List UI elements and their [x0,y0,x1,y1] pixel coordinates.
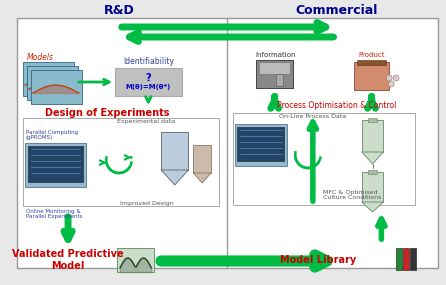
Bar [256,60,293,88]
Bar [368,118,377,122]
Bar [28,146,83,182]
Polygon shape [362,202,383,212]
Bar [194,145,211,173]
Bar [161,132,189,170]
Text: Parallel Computing
(gPROMS): Parallel Computing (gPROMS) [26,130,78,141]
Bar [235,124,287,166]
Text: Process Optimisation & Control: Process Optimisation & Control [277,101,396,111]
Bar [354,62,389,90]
Bar [23,118,219,206]
Text: ?: ? [145,73,151,83]
Bar [357,60,386,65]
Bar [276,74,284,86]
Bar [362,172,383,202]
Circle shape [388,81,394,87]
Text: M(θ)=M(θ*): M(θ)=M(θ*) [126,84,171,90]
Text: Validated Predictive
Model: Validated Predictive Model [12,249,124,271]
Bar [237,127,285,161]
Bar [396,248,402,270]
Text: Experimental data: Experimental data [117,119,176,123]
Bar [259,62,290,74]
Text: R&D: R&D [103,3,134,17]
Circle shape [386,75,392,81]
Bar [117,248,154,272]
Text: Identifiability: Identifiability [123,58,174,66]
Bar [232,113,415,205]
Bar [31,70,82,104]
Polygon shape [194,173,211,183]
Text: On-Line Process Data: On-Line Process Data [279,115,347,119]
Text: Online Monitoring &
Parallel Experiments: Online Monitoring & Parallel Experiments [26,209,83,219]
Polygon shape [161,170,189,185]
Text: Product: Product [358,52,385,58]
Bar [403,248,409,270]
Circle shape [393,75,399,81]
Text: Models: Models [27,54,54,62]
Text: Improved Design: Improved Design [120,201,173,207]
Bar [27,66,78,100]
Bar [410,248,416,270]
Bar [362,120,383,152]
Text: Design of Experiments: Design of Experiments [45,108,169,118]
Text: Information: Information [256,52,296,58]
Bar [23,62,74,96]
Text: MFC & Optimised
Culture Conditions: MFC & Optimised Culture Conditions [322,190,381,200]
Bar [25,143,86,187]
Text: Commercial: Commercial [295,3,377,17]
Polygon shape [362,152,383,164]
Text: Model Library: Model Library [280,255,356,265]
Bar [17,18,438,268]
Bar [368,170,377,174]
Bar [115,68,182,96]
